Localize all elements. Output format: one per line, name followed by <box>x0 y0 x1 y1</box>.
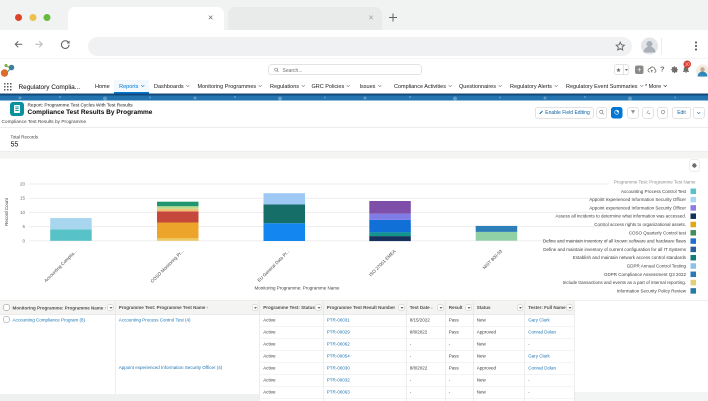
svg-text:Define and maintain inventory: Define and maintain inventory of all kno… <box>543 239 687 244</box>
svg-text:ISO 27001 EMEA: ISO 27001 EMEA <box>368 249 397 278</box>
svg-text:Include transactions and event: Include transactions and events as a par… <box>563 280 686 285</box>
svg-text:Accounting Complia...: Accounting Complia... <box>43 249 77 283</box>
svg-text:COSO Monitoring Pr...: COSO Monitoring Pr... <box>150 249 185 284</box>
svg-text:10: 10 <box>20 210 26 215</box>
svg-text:Programme Test: Programme Test: Programme Test: Programme Test Name <box>614 180 696 185</box>
svg-text:Accounting Process Control Tes: Accounting Process Control Test <box>621 189 687 194</box>
svg-text:Assess all incidents to determ: Assess all incidents to determine what i… <box>555 214 686 219</box>
svg-text:COSO Quarterly Control test: COSO Quarterly Control test <box>629 230 687 235</box>
svg-text:0: 0 <box>22 238 25 243</box>
svg-text:Control access rights to organ: Control access rights to organizational … <box>594 222 686 227</box>
svg-text:15: 15 <box>20 196 26 201</box>
svg-text:20: 20 <box>20 182 26 187</box>
svg-text:GDPR Compliance Assessment Q3: GDPR Compliance Assessment Q3 2022 <box>604 272 687 277</box>
svg-text:NIST 800-53: NIST 800-53 <box>482 248 504 270</box>
svg-text:Record Count: Record Count <box>4 197 9 226</box>
svg-text:EU General Data Pr...: EU General Data Pr... <box>256 249 290 283</box>
svg-text:Define and maintain inventory: Define and maintain inventory of current… <box>543 247 686 252</box>
svg-text:Establish and maintain network: Establish and maintain network access co… <box>573 255 687 260</box>
svg-text:5: 5 <box>22 224 25 229</box>
svg-text:GDPR Annual Control Testing: GDPR Annual Control Testing <box>627 264 687 269</box>
svg-text:Monitoring Programme: Programm: Monitoring Programme: Programme Name <box>254 286 340 291</box>
svg-text:Appoint experienced Informatio: Appoint experienced Information Security… <box>589 205 686 210</box>
svg-text:Appoint experienced Informatio: Appoint experienced Information Security… <box>589 197 686 202</box>
svg-text:Information Security Policy Re: Information Security Policy Review <box>617 288 687 293</box>
